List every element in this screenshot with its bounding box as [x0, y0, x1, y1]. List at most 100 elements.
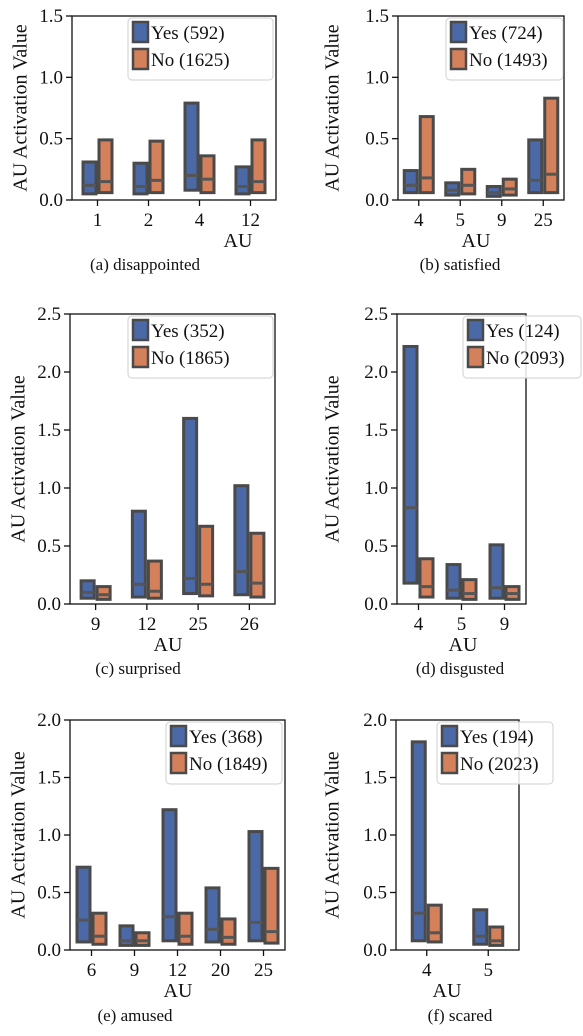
legend-swatch-no — [131, 345, 150, 369]
x-tick-label: 2 — [144, 210, 154, 231]
legend-label-yes: Yes (194) — [460, 727, 534, 748]
legend-swatch-no — [169, 751, 188, 775]
legend-label-yes: Yes (368) — [189, 727, 263, 748]
panel-caption: (c) surprised — [95, 659, 181, 678]
legend-box — [165, 721, 283, 785]
box-no-2 — [148, 139, 165, 195]
box-no-5 — [488, 925, 505, 947]
x-tick-label: 5 — [456, 210, 466, 231]
y-tick-label: 1.0 — [365, 67, 389, 88]
y-axis-label: AU Activation Value — [322, 24, 344, 192]
x-tick-label: 1 — [93, 210, 103, 231]
y-tick-label: 1.5 — [37, 420, 61, 441]
legend-label-no: No (1849) — [189, 754, 268, 775]
box-no-25 — [198, 524, 215, 598]
box-yes-4 — [183, 101, 200, 192]
chart-panel-6: 0.0 0.5 1.0 1.5 2.0 AU Activation Value 4 5 AU Ye… — [322, 710, 554, 1025]
axes-frame — [397, 15, 565, 201]
x-axis-label: AU — [154, 634, 183, 656]
panel-caption: (a) disappointed — [90, 255, 200, 274]
y-axis-label: AU Activation Value — [8, 375, 30, 543]
x-tick-label: 26 — [240, 614, 259, 635]
legend: Yes (368) No (1849) — [165, 721, 283, 785]
panel-caption: (e) amused — [97, 1006, 173, 1025]
box-yes-2 — [132, 161, 149, 196]
box-yes-9 — [488, 543, 505, 600]
y-tick-label: 2.5 — [364, 304, 388, 325]
legend-label-no: No (2023) — [460, 754, 539, 775]
legend-label-no: No (1625) — [151, 50, 230, 71]
box-no-5 — [460, 167, 477, 196]
box-yes-20 — [204, 886, 221, 944]
box-no-12 — [146, 559, 163, 600]
x-tick-label: 4 — [414, 614, 424, 635]
legend-label-yes: Yes (124) — [486, 321, 560, 342]
box-yes-25 — [247, 830, 264, 943]
chart-panel-5: 0.0 0.5 1.0 1.5 2.0 AU Activation Value 6 9 12 20… — [8, 710, 286, 1025]
box-yes-25 — [182, 416, 199, 596]
x-tick-label: 9 — [497, 210, 507, 231]
box-no-20 — [220, 917, 237, 946]
y-tick-label: 0.0 — [363, 940, 387, 961]
legend-swatch-no — [466, 345, 485, 369]
x-tick-label: 4 — [195, 210, 205, 231]
legend: Yes (724) No (1493) — [445, 17, 564, 81]
legend-swatch-yes — [169, 724, 188, 748]
axes-frame — [69, 313, 276, 605]
box-yes-12 — [130, 509, 147, 599]
x-tick-label: 20 — [211, 960, 230, 981]
x-tick-label: 25 — [189, 614, 208, 635]
legend-label-yes: Yes (352) — [151, 321, 225, 342]
x-tick-label: 25 — [534, 210, 553, 231]
y-tick-label: 0.5 — [364, 536, 388, 557]
y-tick-label: 0.0 — [364, 594, 388, 615]
y-tick-label: 1.0 — [37, 825, 61, 846]
x-tick-label: 4 — [422, 960, 432, 981]
x-tick-label: 6 — [87, 960, 97, 981]
x-tick-label: 9 — [500, 614, 510, 635]
panel-caption: (d) disgusted — [416, 659, 505, 678]
panel-caption: (b) satisfied — [420, 255, 501, 274]
y-tick-label: 0.5 — [365, 129, 389, 150]
y-tick-label: 0.0 — [365, 190, 389, 211]
x-tick-label: 9 — [91, 614, 101, 635]
y-tick-label: 2.5 — [37, 304, 61, 325]
y-tick-label: 1.0 — [364, 478, 388, 499]
y-tick-label: 1.0 — [37, 478, 61, 499]
x-tick-label: 4 — [414, 210, 424, 231]
y-tick-label: 2.0 — [364, 362, 388, 383]
y-axis-label: AU Activation Value — [10, 24, 32, 192]
box-no-9 — [501, 177, 518, 197]
box-no-26 — [249, 531, 266, 599]
x-tick-label: 12 — [241, 210, 260, 231]
legend-swatch-no — [449, 47, 468, 71]
y-tick-label: 0.5 — [363, 883, 387, 904]
box-yes-5 — [445, 563, 462, 600]
y-axis-label: AU Activation Value — [322, 375, 344, 543]
chart-panel-2: 0.0 0.5 1.0 1.5 AU Activation Value 4 5 9 25 AU Ye… — [322, 6, 565, 274]
box-yes-26 — [233, 484, 250, 597]
legend-label-no: No (1865) — [151, 348, 230, 369]
box-yes-1 — [81, 160, 98, 196]
y-tick-label: 0.0 — [37, 594, 61, 615]
x-axis-label: AU — [433, 980, 462, 1002]
y-tick-label: 0.5 — [39, 129, 63, 150]
box-no-1 — [97, 138, 114, 195]
y-tick-label: 1.5 — [365, 6, 389, 27]
legend-label-yes: Yes (592) — [151, 23, 225, 44]
box-no-25 — [543, 96, 560, 195]
box-no-9 — [95, 585, 112, 601]
legend-swatch-yes — [449, 20, 468, 44]
legend-swatch-yes — [466, 318, 485, 342]
y-tick-label: 1.0 — [363, 825, 387, 846]
box-yes-9 — [79, 579, 96, 600]
x-tick-label: 12 — [137, 614, 156, 635]
y-tick-label: 1.5 — [364, 420, 388, 441]
chart-panel-3: 0.0 0.5 1.0 1.5 2.0 2.5 AU Activation Value 9 12… — [8, 304, 276, 678]
legend-label-no: No (1493) — [469, 50, 548, 71]
y-tick-label: 1.5 — [39, 6, 63, 27]
legend-swatch-yes — [440, 724, 459, 748]
y-tick-label: 2.0 — [37, 710, 61, 731]
